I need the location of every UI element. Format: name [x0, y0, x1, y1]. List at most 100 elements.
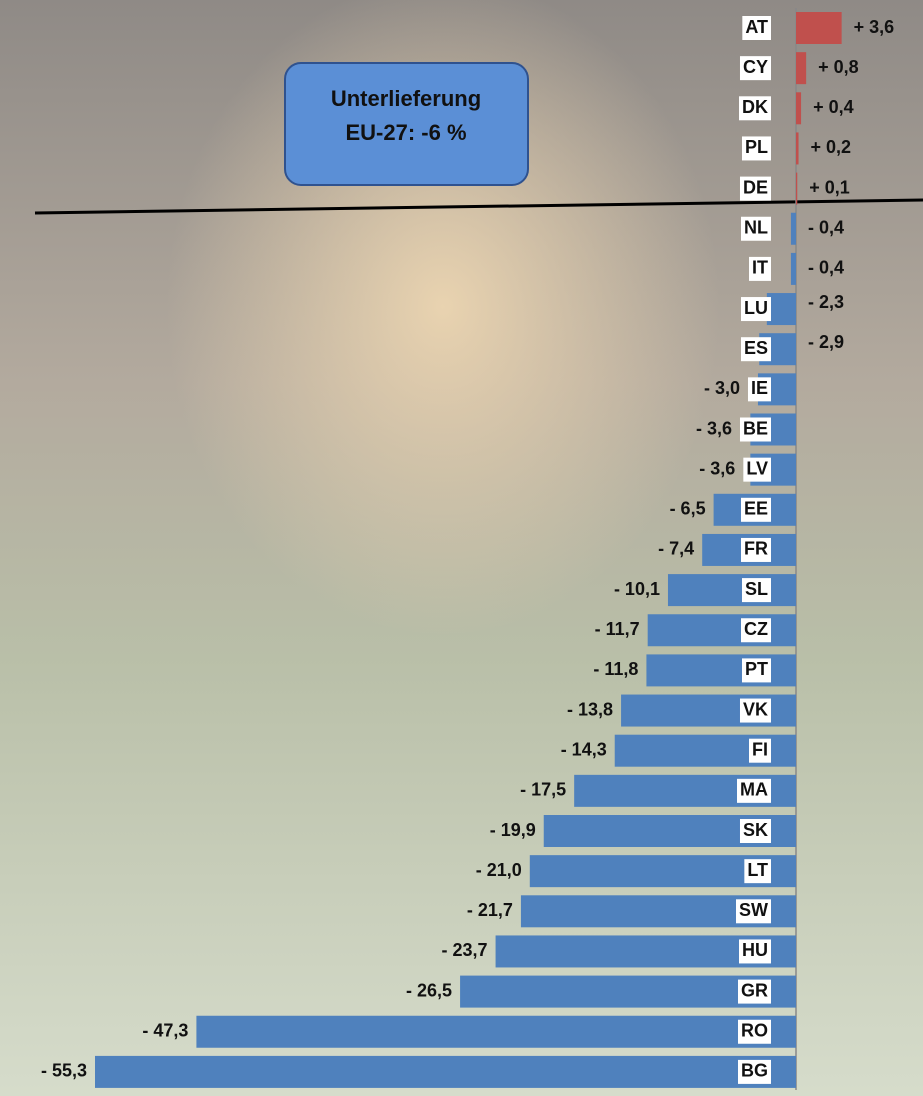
bar — [796, 52, 807, 85]
bar — [790, 252, 796, 285]
category-label: PT — [745, 659, 768, 679]
category-label-bg — [739, 417, 771, 442]
value-label: - 11,7 — [595, 619, 640, 639]
bar — [796, 92, 802, 125]
category-label-bg — [749, 738, 771, 763]
category-label-bg — [741, 658, 771, 683]
category-label: DE — [743, 177, 768, 197]
category-label: PL — [745, 137, 768, 157]
category-label-bg — [739, 176, 771, 201]
plot: AT + 3,6 CY + 0,8 DK + 0,4 PL + 0,2 DE + 0,1 NL - 0… — [41, 8, 894, 1090]
category-label: CY — [743, 57, 768, 77]
bar — [95, 1055, 796, 1088]
value-label: + 0,4 — [813, 97, 854, 117]
category-label: EE — [744, 499, 768, 519]
value-label: - 3,0 — [704, 378, 740, 398]
value-label: - 21,0 — [476, 860, 522, 880]
category-label: GR — [741, 980, 768, 1000]
value-label: - 21,7 — [467, 900, 513, 920]
category-label: DK — [742, 97, 768, 117]
category-label: LU — [744, 298, 768, 318]
value-label: - 0,4 — [808, 258, 844, 278]
value-label: - 11,8 — [593, 659, 638, 679]
value-label: - 23,7 — [442, 940, 488, 960]
category-label-bg — [741, 216, 771, 241]
category-label: SW — [739, 900, 768, 920]
value-label: - 3,6 — [699, 458, 735, 478]
bar — [646, 654, 796, 687]
category-label-bg — [737, 778, 771, 803]
category-label: FI — [752, 739, 768, 759]
category-label-bg — [739, 56, 771, 81]
category-label: IT — [752, 258, 768, 278]
annotation-box — [284, 62, 529, 186]
category-label-bg — [741, 578, 771, 603]
category-label: AT — [745, 17, 768, 37]
value-label: - 10,1 — [614, 579, 660, 599]
bar — [766, 293, 796, 326]
category-label-bg — [738, 1059, 771, 1084]
category-label-bg — [743, 457, 771, 482]
bar — [647, 614, 796, 647]
value-label: - 2,9 — [808, 332, 844, 352]
bar — [196, 1015, 796, 1048]
value-label: + 0,1 — [809, 177, 850, 197]
bar — [796, 172, 798, 205]
value-label: + 3,6 — [854, 17, 895, 37]
bar — [667, 574, 796, 607]
category-label-bg — [739, 96, 771, 121]
category-label: LT — [747, 860, 768, 880]
category-label: RO — [741, 1021, 768, 1041]
value-label: - 47,3 — [142, 1021, 188, 1041]
category-label: LV — [746, 458, 768, 478]
category-label-bg — [739, 819, 771, 843]
value-label: + 0,2 — [811, 137, 852, 157]
bar — [790, 212, 796, 245]
category-label-bg — [739, 939, 771, 964]
annotation-text: EU-27: -6 % — [345, 120, 466, 145]
bar — [796, 132, 799, 165]
value-label: - 7,4 — [658, 539, 694, 559]
category-label: CZ — [744, 619, 768, 639]
value-label: + 0,8 — [818, 57, 859, 77]
value-label: - 6,5 — [670, 499, 706, 519]
category-label-bg — [739, 698, 771, 723]
category-label-bg — [736, 899, 771, 924]
bar — [796, 12, 842, 44]
value-label: - 2,3 — [808, 292, 844, 312]
category-label: BG — [741, 1061, 768, 1081]
category-label: VK — [743, 699, 768, 719]
category-label: SL — [745, 579, 768, 599]
category-label-bg — [738, 979, 771, 1004]
value-label: - 13,8 — [567, 699, 613, 719]
category-label: BE — [743, 418, 768, 438]
category-label: SK — [743, 820, 768, 840]
category-label-bg — [742, 16, 771, 40]
annotation-text: Unterlieferung — [331, 86, 481, 111]
value-label: - 0,4 — [808, 218, 844, 238]
category-label-bg — [749, 256, 771, 281]
category-label-bg — [741, 537, 771, 562]
value-label: - 55,3 — [41, 1061, 87, 1081]
category-label: IE — [751, 378, 768, 398]
category-label-bg — [741, 136, 771, 161]
value-label: - 17,5 — [520, 780, 566, 800]
separator-line — [34, 198, 923, 215]
category-label-bg — [740, 337, 771, 362]
category-label: HU — [742, 940, 768, 960]
category-label-bg — [740, 497, 771, 522]
value-label: - 19,9 — [490, 820, 536, 840]
category-label: NL — [744, 218, 768, 238]
value-label: - 26,5 — [406, 980, 452, 1000]
category-label: ES — [744, 338, 768, 358]
category-label: FR — [744, 539, 768, 559]
category-label-bg — [738, 1019, 771, 1044]
value-label: - 14,3 — [561, 739, 607, 759]
value-label: - 3,6 — [696, 418, 732, 438]
category-label-bg — [741, 297, 771, 322]
category-label-bg — [744, 859, 771, 884]
category-label-bg — [741, 618, 771, 643]
category-label: MA — [740, 780, 768, 800]
category-label-bg — [747, 377, 771, 402]
